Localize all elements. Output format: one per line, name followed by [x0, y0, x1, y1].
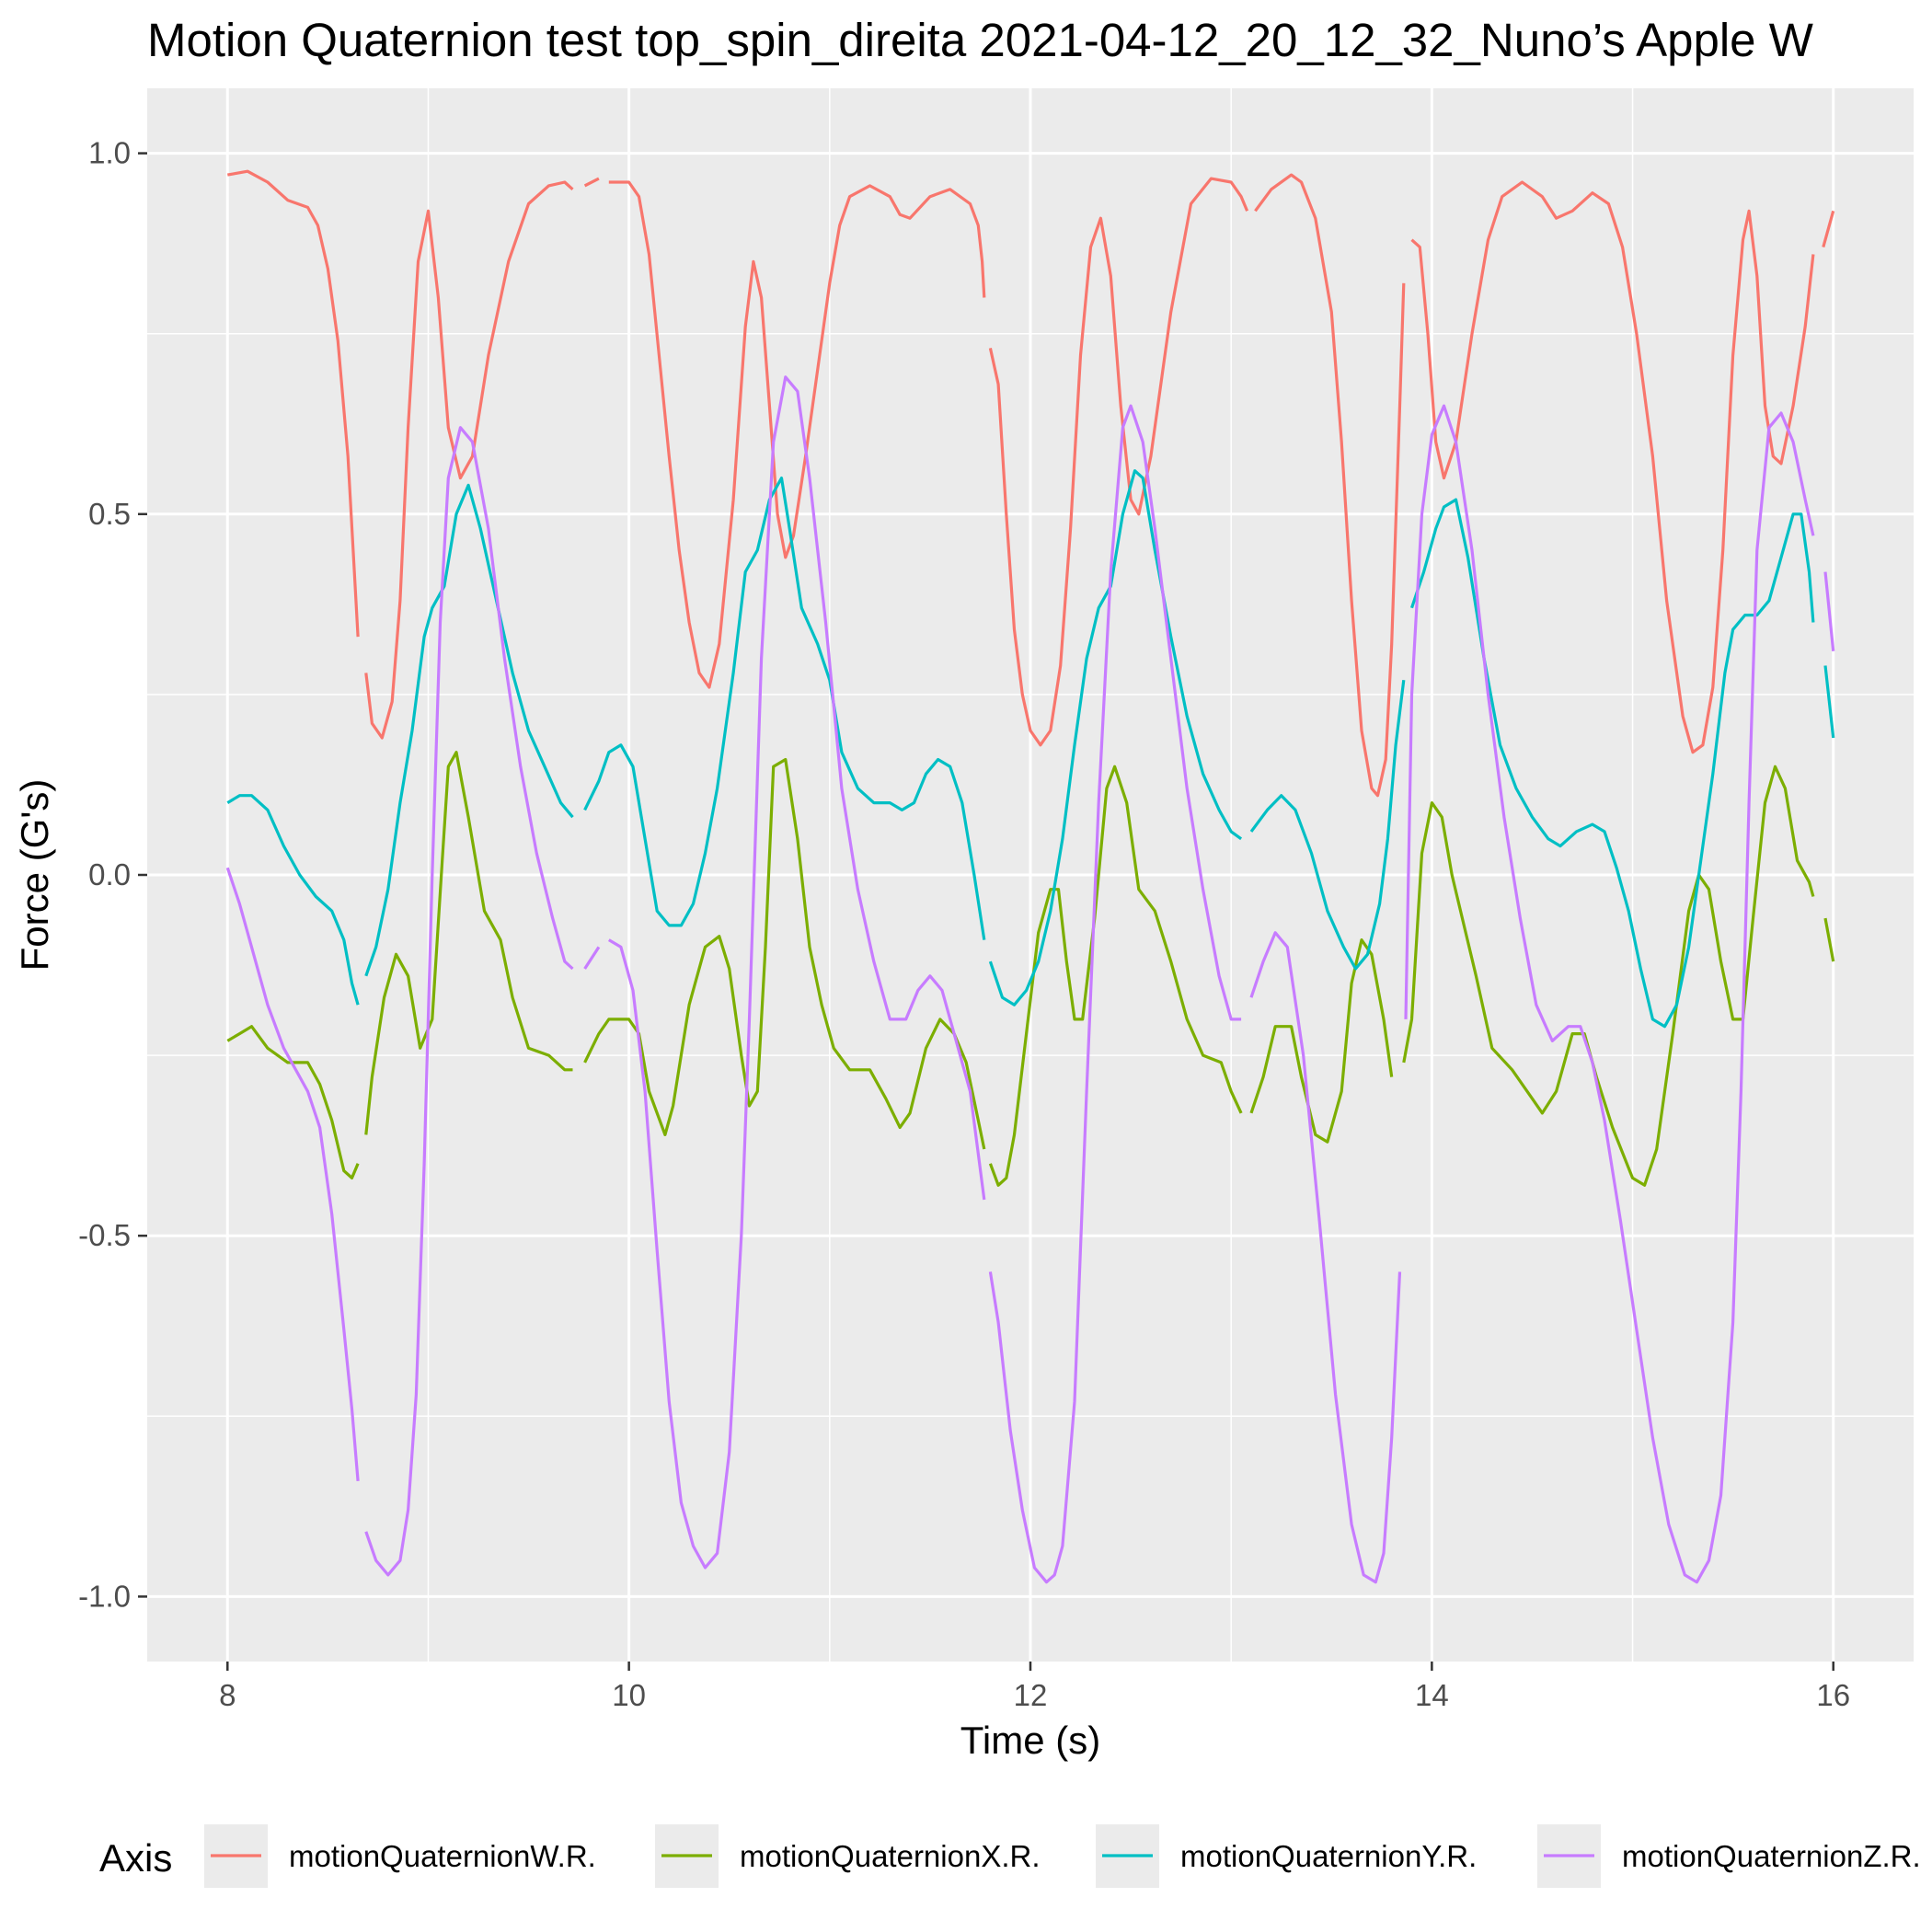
series-line-motionQuaternionW.R. [608, 180, 986, 689]
x-tick-label: 16 [1816, 1678, 1850, 1712]
series-line-motionQuaternionX.R. [583, 757, 986, 1150]
series-line-motionQuaternionX.R. [1823, 917, 1835, 962]
series-line-motionQuaternionY.R. [1823, 665, 1835, 739]
y-tick-label: 1.0 [88, 136, 131, 170]
series-line-motionQuaternionZ.R. [1249, 931, 1402, 1584]
x-tick-label: 10 [612, 1678, 646, 1712]
series-line-motionQuaternionZ.R. [225, 867, 360, 1482]
series-line-motionQuaternionY.R. [1409, 498, 1815, 1029]
chart-title: Motion Quaternion test top_spin_direita … [147, 14, 1813, 66]
x-tick-label: 14 [1415, 1678, 1449, 1712]
series-line-motionQuaternionY.R. [1249, 680, 1406, 971]
series-line-motionQuaternionW.R. [583, 177, 600, 188]
series-line-motionQuaternionW.R. [988, 177, 1249, 747]
legend-label: motionQuaternionW.R. [289, 1839, 596, 1873]
y-tick-label: -0.5 [78, 1218, 131, 1252]
series-line-motionQuaternionZ.R. [988, 404, 1242, 1584]
series-line-motionQuaternionW.R. [364, 180, 574, 740]
series-line-motionQuaternionX.R. [1249, 938, 1394, 1144]
series-line-motionQuaternionW.R. [1410, 180, 1815, 754]
legend-title: Axis [99, 1836, 172, 1880]
y-tick-label: -1.0 [78, 1579, 131, 1613]
legend-item: motionQuaternionX.R. [655, 1824, 1041, 1888]
series-line-motionQuaternionW.R. [227, 169, 360, 638]
legend-label: motionQuaternionZ.R. [1622, 1839, 1921, 1873]
series-line-motionQuaternionZ.R. [607, 375, 986, 1570]
legend-item: motionQuaternionZ.R. [1537, 1824, 1921, 1888]
series-lines [225, 169, 1835, 1584]
series-line-motionQuaternionZ.R. [583, 946, 601, 970]
legend: Axis motionQuaternionW.R. motionQuaternio… [99, 1824, 1921, 1888]
y-tick-label: 0.0 [88, 857, 131, 891]
series-line-motionQuaternionZ.R. [1404, 404, 1815, 1584]
series-line-motionQuaternionX.R. [226, 1025, 360, 1179]
x-tick-label: 12 [1014, 1678, 1048, 1712]
x-tick-label: 8 [219, 1678, 236, 1712]
legend-label: motionQuaternionX.R. [740, 1839, 1041, 1873]
x-axis-title: Time (s) [960, 1719, 1100, 1762]
series-line-motionQuaternionW.R. [1254, 173, 1406, 798]
series-line-motionQuaternionY.R. [364, 483, 574, 977]
series-line-motionQuaternionX.R. [364, 751, 573, 1135]
legend-item: motionQuaternionY.R. [1096, 1824, 1477, 1888]
series-line-motionQuaternionY.R. [583, 477, 986, 940]
series-line-motionQuaternionW.R. [1822, 210, 1835, 248]
legend-label: motionQuaternionY.R. [1180, 1839, 1477, 1873]
series-line-motionQuaternionZ.R. [364, 426, 574, 1577]
legend-item: motionQuaternionW.R. [204, 1824, 596, 1888]
axis-ticks: 8 10 12 14 16 -1.0 -0.5 0.0 0.5 1.0 [78, 136, 1850, 1712]
series-line-motionQuaternionZ.R. [1823, 571, 1835, 651]
series-line-motionQuaternionY.R. [226, 794, 360, 1006]
y-tick-label: 0.5 [88, 497, 131, 531]
y-axis-title: Force (G's) [13, 779, 56, 972]
series-line-motionQuaternionX.R. [1402, 765, 1815, 1187]
